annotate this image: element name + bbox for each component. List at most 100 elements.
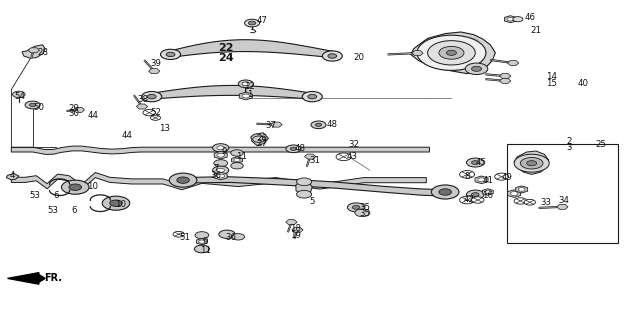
- Text: 14: 14: [546, 72, 557, 81]
- Circle shape: [217, 153, 224, 157]
- Text: 43: 43: [347, 152, 358, 161]
- Polygon shape: [286, 220, 297, 225]
- Circle shape: [311, 121, 326, 129]
- Text: 22: 22: [218, 43, 233, 53]
- Circle shape: [302, 92, 322, 102]
- Circle shape: [466, 158, 484, 167]
- Text: 35: 35: [359, 209, 371, 218]
- Circle shape: [439, 46, 464, 59]
- Circle shape: [217, 146, 224, 150]
- Circle shape: [142, 92, 162, 102]
- Text: 26: 26: [256, 134, 268, 143]
- Text: 10: 10: [115, 200, 126, 209]
- Text: 53: 53: [29, 191, 40, 200]
- Text: 9: 9: [222, 148, 227, 156]
- Bar: [507, 144, 618, 243]
- Circle shape: [524, 199, 535, 205]
- Text: 46: 46: [524, 13, 535, 22]
- Text: 53: 53: [48, 206, 59, 215]
- Polygon shape: [149, 68, 160, 74]
- Polygon shape: [6, 173, 19, 180]
- Circle shape: [513, 17, 523, 22]
- Text: 51: 51: [179, 233, 191, 242]
- Polygon shape: [475, 176, 488, 184]
- Circle shape: [472, 161, 479, 164]
- Polygon shape: [515, 186, 528, 193]
- Circle shape: [231, 150, 243, 156]
- Text: 40: 40: [577, 79, 589, 88]
- Text: 2: 2: [567, 137, 572, 146]
- Polygon shape: [412, 51, 423, 56]
- Circle shape: [460, 171, 475, 178]
- Circle shape: [520, 157, 543, 169]
- Text: 54: 54: [14, 92, 26, 101]
- Circle shape: [518, 188, 525, 191]
- Circle shape: [177, 177, 189, 183]
- Polygon shape: [514, 151, 549, 174]
- Polygon shape: [214, 172, 227, 180]
- Text: 49: 49: [501, 173, 512, 182]
- Text: 35: 35: [359, 203, 371, 212]
- Text: 19: 19: [290, 231, 302, 240]
- Circle shape: [507, 18, 514, 21]
- Text: 32: 32: [349, 140, 360, 149]
- Circle shape: [417, 35, 486, 70]
- Circle shape: [514, 154, 549, 172]
- Text: 15: 15: [546, 79, 557, 88]
- Polygon shape: [482, 189, 493, 195]
- Text: 13: 13: [159, 124, 170, 133]
- Text: 16: 16: [482, 191, 493, 200]
- Circle shape: [102, 196, 130, 210]
- Circle shape: [13, 91, 25, 98]
- Polygon shape: [231, 157, 243, 163]
- Text: 11: 11: [236, 152, 247, 161]
- Polygon shape: [8, 273, 45, 284]
- Text: 44: 44: [87, 111, 98, 120]
- Text: 10: 10: [87, 182, 98, 191]
- Circle shape: [245, 19, 260, 27]
- Circle shape: [428, 41, 475, 65]
- Text: 39: 39: [150, 60, 161, 68]
- Text: 38: 38: [137, 95, 149, 104]
- Polygon shape: [240, 92, 252, 100]
- Circle shape: [143, 109, 155, 116]
- Polygon shape: [251, 133, 268, 146]
- Text: 21: 21: [530, 26, 542, 35]
- Circle shape: [199, 240, 205, 243]
- Circle shape: [472, 193, 479, 196]
- Circle shape: [217, 174, 224, 178]
- Circle shape: [514, 198, 527, 204]
- Circle shape: [328, 54, 337, 58]
- Circle shape: [355, 209, 370, 217]
- Polygon shape: [11, 172, 426, 190]
- Text: 48: 48: [327, 120, 338, 129]
- Circle shape: [297, 178, 312, 186]
- Circle shape: [214, 160, 228, 167]
- Polygon shape: [305, 154, 316, 159]
- Circle shape: [238, 80, 253, 88]
- Text: 27: 27: [256, 140, 268, 148]
- Polygon shape: [271, 122, 282, 127]
- Text: 48: 48: [294, 144, 305, 153]
- Circle shape: [290, 147, 297, 150]
- Circle shape: [25, 101, 40, 109]
- Circle shape: [61, 180, 89, 194]
- Polygon shape: [500, 78, 511, 84]
- Polygon shape: [504, 16, 517, 23]
- Text: 29: 29: [68, 104, 80, 113]
- Text: 12: 12: [244, 82, 255, 91]
- Circle shape: [478, 178, 485, 182]
- Circle shape: [347, 203, 365, 212]
- Text: 44: 44: [121, 131, 132, 140]
- Text: 41: 41: [482, 176, 493, 185]
- Circle shape: [234, 158, 240, 162]
- Circle shape: [242, 94, 250, 98]
- Text: 36: 36: [225, 233, 236, 242]
- Polygon shape: [182, 177, 445, 196]
- Text: 7: 7: [214, 164, 219, 173]
- Circle shape: [460, 196, 475, 204]
- Text: 34: 34: [559, 196, 570, 205]
- Polygon shape: [500, 74, 511, 79]
- Circle shape: [315, 123, 322, 126]
- Text: 11: 11: [200, 246, 211, 255]
